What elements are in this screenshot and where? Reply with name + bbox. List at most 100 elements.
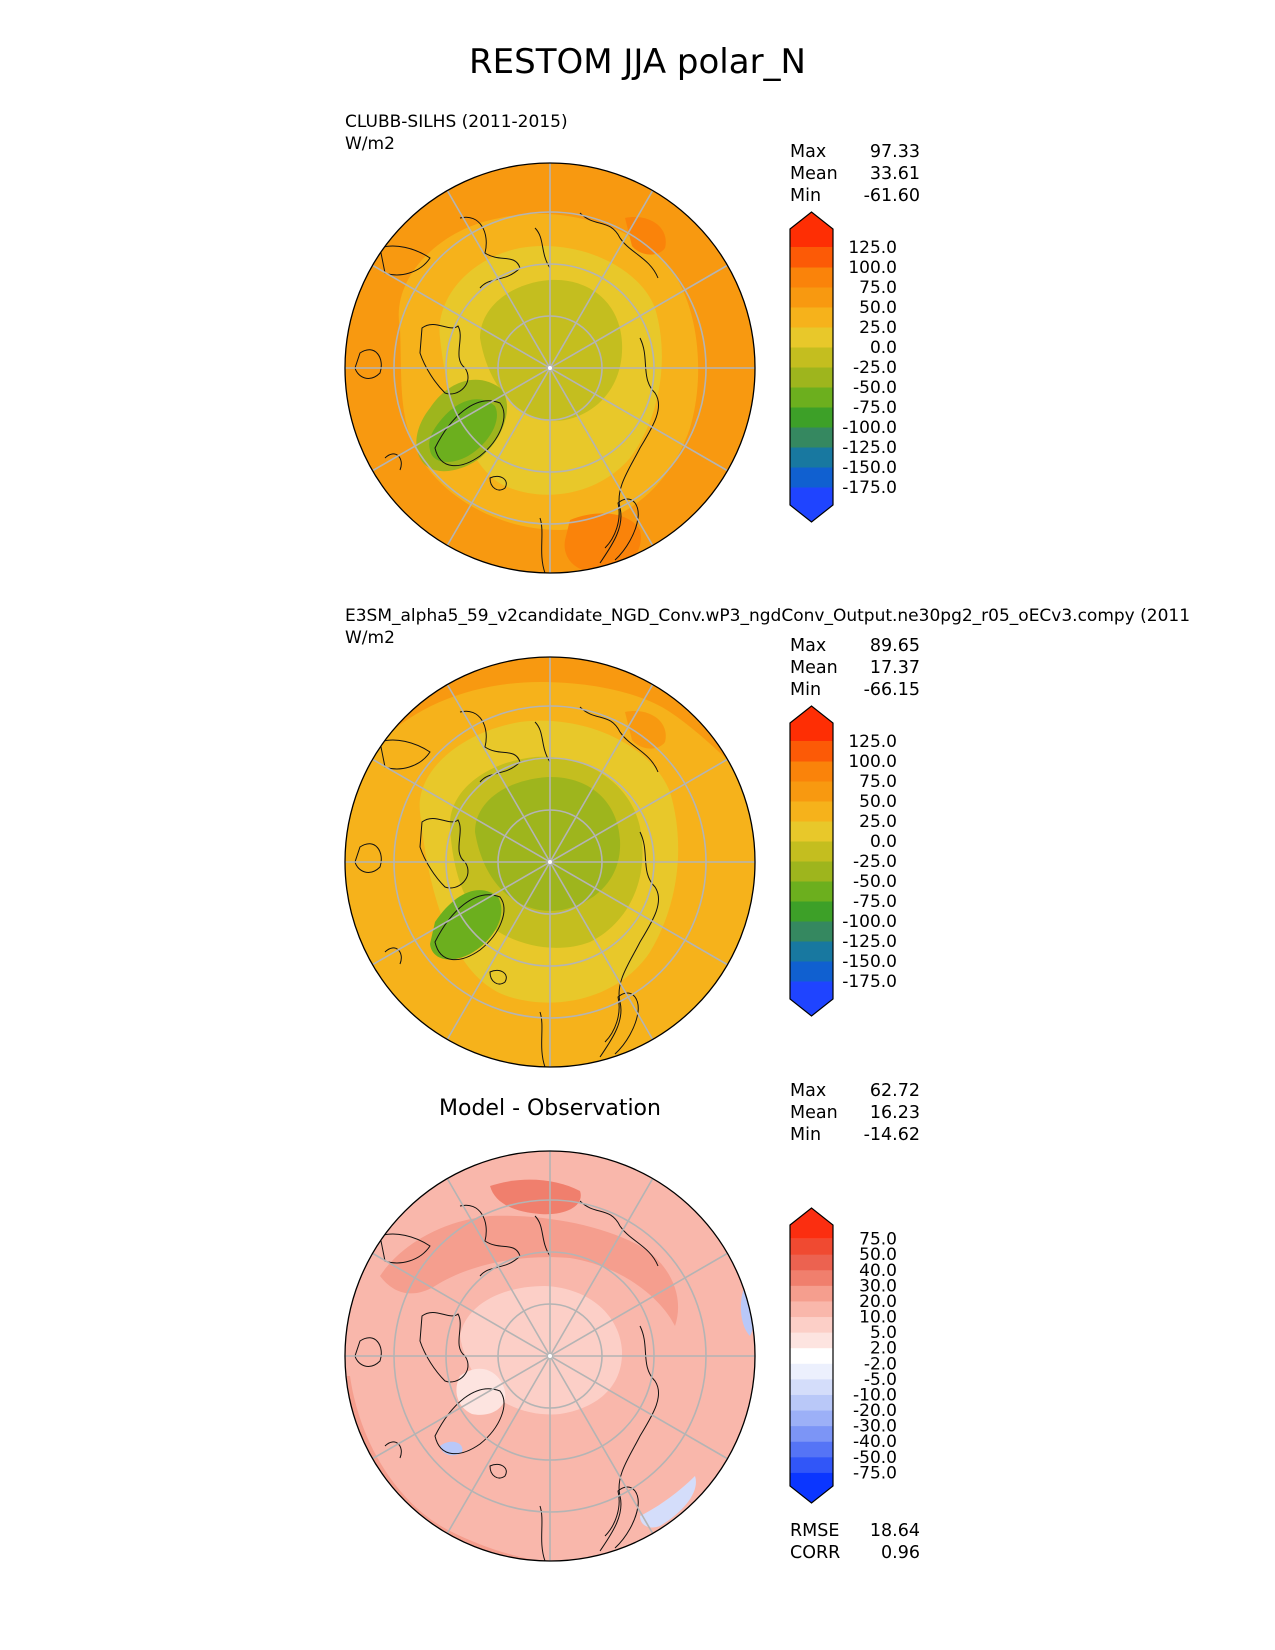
polar-map (344, 162, 756, 574)
min-value: -14.62 (863, 1125, 920, 1145)
coastline (599, 337, 660, 564)
colorbar-swatch (790, 861, 833, 882)
colorbar-tick-label: -125.0 (842, 932, 897, 952)
colorbar-swatch (790, 1269, 833, 1286)
pacific-high-field (564, 513, 641, 573)
min-value: -61.60 (863, 186, 920, 206)
colorbar-swatch (790, 1332, 833, 1349)
colorbar-swatch (790, 1410, 833, 1427)
corr-label: CORR (790, 1543, 841, 1563)
coastline (604, 498, 639, 561)
colorbar-tick-label: 50.0 (859, 1245, 897, 1265)
colorbar-tick-label: 75.0 (859, 278, 897, 298)
colorbar-swatch (790, 1456, 833, 1473)
min-label: Min (790, 186, 822, 206)
rmse-value: 18.64 (869, 1521, 920, 1541)
colorbar-tick-label: 30.0 (859, 1276, 897, 1296)
colorbar-swatch (790, 1472, 833, 1503)
colorbar-swatch (790, 307, 833, 328)
coastline (604, 992, 639, 1055)
coastline (604, 1486, 639, 1549)
mean-label: Mean (790, 658, 838, 678)
colorbar-tick-label: 25.0 (859, 318, 897, 338)
colorbar-tick-label: 0.0 (870, 338, 897, 358)
max-label: Max (790, 636, 827, 656)
colorbar-field (789, 211, 834, 523)
colorbar-tick-label: 10.0 (859, 1308, 897, 1328)
colorbar-swatch (790, 901, 833, 922)
coastline (599, 1325, 660, 1552)
colorbar-tick-label: -175.0 (842, 478, 897, 498)
colorbar-swatch (790, 1238, 833, 1255)
corr-value: 0.96 (881, 1543, 920, 1563)
map-boundary (344, 656, 756, 1068)
colorbar-tick-label: -30.0 (853, 1417, 897, 1437)
mean-value: 33.61 (869, 164, 920, 184)
colorbar-swatch (790, 1316, 833, 1333)
max-value: 89.65 (869, 636, 920, 656)
panel-units: W/m2 (345, 134, 395, 154)
pole-marker (548, 1354, 552, 1358)
max-value: 97.33 (869, 142, 920, 162)
diff-negative-field (345, 1245, 363, 1283)
colorbar-swatch (790, 367, 833, 388)
colorbar-tick-label: -150.0 (842, 952, 897, 972)
colorbar-tick-label: 125.0 (848, 238, 897, 258)
colorbar-tick-label: -50.0 (853, 872, 897, 892)
colorbar-tick-label: -100.0 (842, 418, 897, 438)
metrics-block: RMSE 18.64 CORR 0.96 (790, 1520, 920, 1564)
colorbar-tick-label: -40.0 (853, 1432, 897, 1452)
colorbar-ticklabels: -75.0-50.0-40.0-30.0-20.0-10.0-5.0-2.02.… (853, 1230, 897, 1484)
colorbar-tick-label: -25.0 (853, 852, 897, 872)
colorbar-swatch (790, 427, 833, 448)
siberia-high-field (625, 217, 666, 255)
colorbar-outline (789, 211, 834, 523)
coastline (489, 475, 546, 573)
pole-marker (548, 860, 552, 864)
colorbar-swatch (790, 387, 833, 408)
colorbar-tick-label: 50.0 (859, 792, 897, 812)
mean-value: 17.37 (869, 658, 920, 678)
diff-siberia-field (380, 1215, 679, 1326)
colorbar-tick-label: -5.0 (864, 1370, 897, 1390)
colorbar-tick-label: -125.0 (842, 438, 897, 458)
max-label: Max (790, 142, 827, 162)
colorbar-swatch (790, 961, 833, 982)
colorbar-tick-label: -75.0 (853, 398, 897, 418)
colorbar-swatch (790, 327, 833, 348)
max-label: Max (790, 1081, 827, 1101)
panel-title: Model - Observation (439, 1096, 661, 1121)
min-label: Min (790, 1125, 822, 1145)
colorbar-swatch (790, 287, 833, 308)
max-value: 62.72 (869, 1081, 920, 1101)
siberia-high-field (625, 711, 666, 749)
panel-reference: E3SM_alpha5_59_v2candidate_NGD_Conv.wP3_… (0, 602, 1275, 1092)
colorbar-swatch (790, 801, 833, 822)
mean-label: Mean (790, 1103, 838, 1123)
colorbar-tick-label: -75.0 (853, 1463, 897, 1483)
colorbar-swatch (790, 761, 833, 782)
colorbar-swatch (790, 781, 833, 802)
colorbar-swatch (790, 1425, 833, 1442)
colorbar-swatch (790, 841, 833, 862)
colorbar-swatch (790, 247, 833, 268)
panel-test: CLUBB-SILHS (2011-2015) W/m2 Max 97.33 Me… (0, 108, 1275, 598)
colorbar-swatch (790, 467, 833, 488)
colorbar-swatch (790, 1300, 833, 1318)
colorbar-tick-label: -150.0 (842, 458, 897, 478)
mean-label: Mean (790, 164, 838, 184)
colorbar-field (789, 705, 834, 1017)
panel-title: CLUBB-SILHS (2011-2015) (345, 112, 568, 132)
outer-high-field (345, 657, 755, 792)
greenland-field (429, 399, 497, 462)
colorbar-swatch (790, 741, 833, 762)
colorbar-outline (789, 1207, 834, 1504)
map-boundary (344, 162, 756, 574)
colorbar-swatch (790, 921, 833, 942)
coastline (489, 1463, 546, 1561)
colorbar-tick-label: 75.0 (859, 1230, 897, 1250)
diff-negative-field (640, 1476, 696, 1528)
colorbar-swatch (790, 881, 833, 902)
min-value: -66.15 (863, 680, 920, 700)
colorbar-swatch (790, 1363, 833, 1380)
